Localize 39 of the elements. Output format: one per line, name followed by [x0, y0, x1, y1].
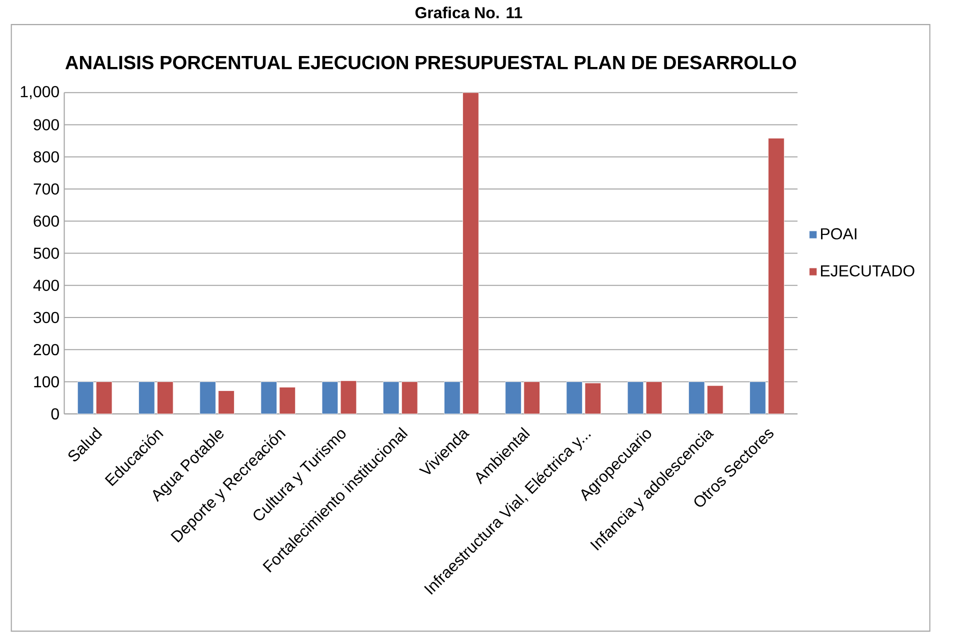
bar	[462, 92, 479, 414]
bar	[627, 382, 644, 414]
bar	[218, 390, 234, 414]
bar	[77, 382, 94, 414]
bar	[444, 382, 460, 414]
bar	[96, 382, 112, 414]
bar	[340, 380, 357, 414]
y-tick-label: 100	[34, 376, 59, 388]
bar	[524, 382, 540, 414]
bar	[157, 382, 174, 414]
legend-label: POAI	[821, 228, 856, 240]
bar	[750, 382, 766, 414]
bar	[566, 382, 583, 414]
y-tick-label: 900	[34, 119, 59, 130]
bar	[401, 382, 418, 414]
y-tick-label: 700	[34, 183, 59, 195]
y-tick-label: 0	[51, 408, 59, 420]
bar	[584, 382, 602, 414]
y-tick-label: 400	[33, 280, 59, 291]
text: Grafica No. 11	[415, 6, 522, 18]
y-tick-label: 800	[34, 151, 59, 162]
bar	[505, 382, 522, 414]
bar	[382, 382, 400, 414]
bar	[279, 386, 296, 414]
y-tick-label: 200	[34, 344, 59, 356]
bar	[707, 385, 724, 414]
bar	[688, 382, 705, 414]
y-tick-label: 1,000	[20, 86, 59, 100]
y-tick-label: 300	[34, 312, 59, 324]
bar	[260, 382, 278, 414]
bar	[200, 382, 216, 414]
bar	[768, 138, 784, 414]
bar	[646, 382, 662, 414]
legend-label: EJECUTADO	[821, 265, 914, 276]
y-tick-label: 600	[34, 215, 59, 227]
bar	[322, 382, 338, 414]
bar	[138, 382, 155, 414]
chart-title: ANALISIS PORCENTUAL EJECUCION PRESUPUESTAL PLAN DE DESARROLLO	[65, 56, 796, 70]
y-tick-label: 500	[34, 248, 59, 259]
